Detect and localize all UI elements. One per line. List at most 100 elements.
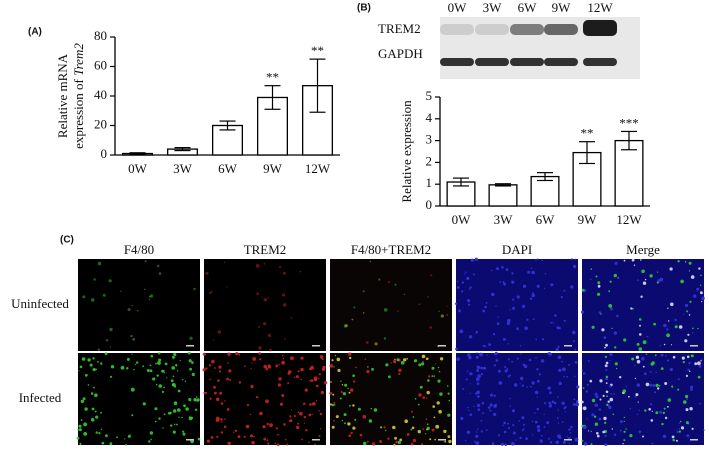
cell-signal (157, 361, 161, 365)
cell-signal (573, 398, 576, 401)
cell-signal (603, 416, 607, 421)
cell-signal (234, 429, 238, 432)
cell-signal (150, 438, 152, 441)
cell-signal (519, 383, 521, 385)
cell-signal (568, 428, 571, 431)
cell-signal (690, 385, 694, 389)
cell-signal (333, 401, 336, 404)
cell-signal (568, 442, 571, 445)
cell-signal (352, 374, 355, 378)
cell-signal (183, 404, 185, 407)
cell-signal (502, 281, 505, 283)
cell-signal (688, 314, 691, 316)
cell-signal (540, 359, 545, 363)
cell-signal (417, 403, 420, 406)
cell-signal (263, 364, 268, 369)
error-bar (309, 58, 326, 113)
cell-signal (587, 430, 590, 432)
error-bar (264, 85, 281, 110)
cell-signal (476, 382, 480, 385)
cell-signal (651, 442, 654, 445)
cell-signal (263, 262, 266, 265)
y-label-text: Relative expression (399, 100, 414, 203)
cell-signal (191, 361, 194, 364)
cell-signal (216, 416, 220, 421)
cell-signal (182, 432, 186, 436)
cell-signal (388, 375, 391, 379)
cell-signal (203, 391, 206, 395)
cell-signal (263, 437, 267, 441)
cell-signal (691, 332, 694, 334)
cell-signal (687, 333, 690, 336)
cell-signal (636, 383, 640, 387)
cell-signal (90, 392, 94, 395)
cell-signal (503, 430, 507, 434)
cell-signal (177, 389, 181, 393)
cell-signal (348, 391, 351, 394)
cell-signal (385, 363, 389, 367)
cell-signal (321, 367, 326, 371)
cell-signal (295, 375, 299, 379)
cell-signal (275, 364, 279, 368)
cell-signal (210, 290, 213, 293)
cell-signal (463, 273, 466, 275)
cell-signal (158, 352, 161, 355)
cell-signal (456, 357, 461, 361)
y-label-text: Relative mRNA (55, 53, 70, 138)
cell-signal (497, 369, 501, 373)
cell-signal (359, 433, 363, 437)
cell-signal (660, 367, 664, 370)
cell-signal (555, 348, 559, 352)
cell-signal (536, 425, 541, 429)
cell-signal (616, 314, 619, 318)
cell-signal (263, 322, 267, 326)
cell-signal (319, 412, 323, 416)
cell-signal (154, 420, 157, 423)
cell-signal (149, 369, 153, 373)
cell-signal (599, 379, 603, 383)
y-tick-label: 80 (94, 28, 107, 43)
cell-signal (334, 354, 336, 357)
cell-signal (487, 406, 491, 409)
cell-signal (678, 428, 681, 430)
cell-signal (649, 371, 651, 373)
cell-signal (512, 424, 515, 427)
cell-signal (304, 388, 308, 392)
cell-signal (255, 264, 260, 268)
cell-signal (536, 407, 540, 411)
x-tick-label: 3W (173, 161, 193, 176)
cell-signal (475, 392, 478, 395)
cell-signal (80, 399, 85, 404)
cell-signal (556, 326, 560, 330)
cell-signal (516, 327, 519, 331)
cell-signal (437, 366, 440, 369)
cell-signal (150, 354, 154, 358)
cell-signal (184, 380, 187, 382)
cell-signal (365, 341, 369, 344)
cell-signal (340, 380, 342, 382)
cell-signal (638, 409, 640, 412)
cell-signal (98, 432, 101, 435)
micrograph (456, 353, 578, 445)
cell-signal (655, 383, 659, 387)
x-tick-label: 6W (536, 212, 556, 227)
cell-signal (678, 430, 682, 433)
cell-signal (348, 352, 352, 356)
cell-signal (575, 402, 580, 407)
cell-signal (655, 371, 657, 374)
cell-signal (187, 351, 191, 355)
cell-signal (309, 403, 312, 406)
cell-signal (218, 365, 222, 369)
error-bar (174, 147, 191, 152)
cell-signal (676, 430, 679, 434)
cell-signal (509, 374, 512, 377)
cell-signal (170, 379, 174, 383)
cell-signal (501, 266, 504, 269)
cell-signal (490, 393, 493, 397)
scale-bar (564, 439, 572, 441)
cell-signal (630, 307, 633, 310)
cell-signal (258, 326, 261, 328)
cell-signal (342, 392, 346, 396)
cell-signal (640, 295, 643, 298)
cell-signal (462, 388, 465, 390)
